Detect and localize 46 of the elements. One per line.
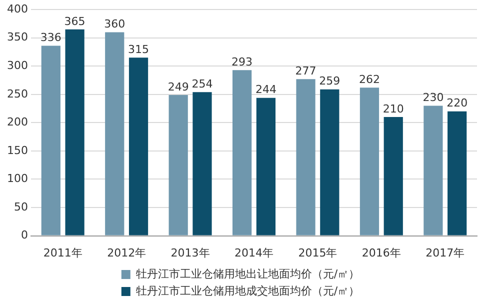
data-label: 315 (128, 43, 150, 56)
data-label: 262 (358, 73, 380, 86)
bar (360, 88, 380, 236)
y-tick-label: 300 (6, 59, 28, 72)
data-label: 244 (255, 83, 276, 96)
x-tick-label: 2013年 (170, 246, 210, 260)
x-tick-label: 2014年 (234, 246, 274, 260)
data-label: 293 (232, 55, 253, 68)
bar (192, 92, 212, 236)
y-tick-label: 0 (20, 228, 28, 242)
y-tick-label: 50 (14, 200, 28, 214)
bar (168, 94, 188, 236)
x-tick-label: 2016年 (362, 246, 401, 260)
data-label: 277 (295, 64, 316, 78)
bar (320, 89, 340, 236)
x-tick-label: 2017年 (426, 246, 465, 260)
legend-label: 牡丹江市工业仓储用地出让地面均价（元/㎡） (136, 267, 360, 280)
bar (424, 106, 443, 236)
data-label: 259 (319, 74, 340, 88)
data-label: 360 (104, 18, 126, 31)
bar (65, 29, 84, 236)
y-tick-label: 350 (6, 30, 28, 44)
data-label: 254 (192, 78, 213, 91)
y-tick-label: 150 (6, 144, 28, 157)
data-label: 210 (382, 102, 404, 116)
x-tick-label: 2011年 (43, 246, 82, 260)
data-label: 220 (446, 96, 468, 110)
y-tick-label: 400 (6, 2, 28, 16)
y-tick-label: 100 (6, 172, 28, 186)
bar (448, 111, 467, 236)
bar (256, 98, 276, 236)
bar (384, 117, 403, 236)
y-tick-label: 250 (6, 87, 28, 100)
data-label: 249 (168, 80, 189, 94)
bar (41, 46, 60, 236)
y-tick-label: 200 (6, 116, 28, 129)
bar (128, 58, 148, 236)
bar (105, 32, 124, 236)
data-label: 230 (422, 91, 444, 104)
data-label: 336 (40, 31, 62, 44)
x-tick-label: 2012年 (107, 246, 146, 260)
bar (296, 79, 316, 236)
legend-label: 牡丹江市工业仓储用地成交地面均价（元/㎡） (136, 284, 360, 298)
x-tick-label: 2015年 (298, 246, 338, 260)
bar (232, 70, 252, 236)
data-label: 365 (64, 14, 86, 28)
